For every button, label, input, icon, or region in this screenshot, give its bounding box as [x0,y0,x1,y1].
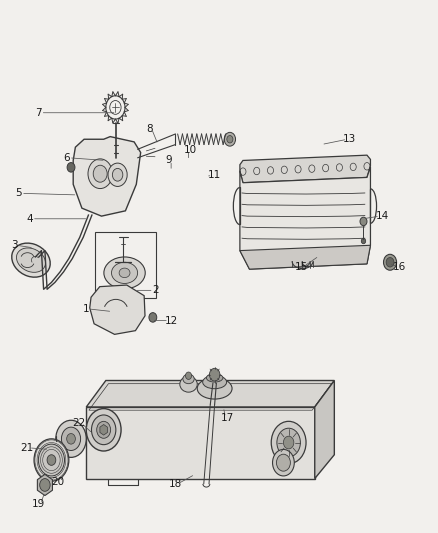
Circle shape [56,420,86,457]
Text: 5: 5 [15,188,22,198]
Text: 12: 12 [165,316,178,326]
Circle shape [67,163,75,172]
Text: 15: 15 [295,262,308,271]
Circle shape [67,433,75,444]
Text: 14: 14 [375,211,389,221]
Text: 9: 9 [166,156,172,165]
Circle shape [224,132,236,146]
Polygon shape [315,381,334,479]
Polygon shape [86,407,315,479]
Circle shape [283,436,294,449]
Text: 10: 10 [184,145,197,155]
Circle shape [361,238,366,244]
Polygon shape [240,245,371,269]
Polygon shape [73,136,141,216]
Text: 19: 19 [32,499,45,509]
Polygon shape [240,155,371,183]
Ellipse shape [119,268,130,278]
Circle shape [40,479,50,491]
Text: 8: 8 [146,124,153,134]
Circle shape [88,159,113,189]
Ellipse shape [197,378,232,399]
Circle shape [209,368,220,381]
Circle shape [277,428,300,457]
Text: 16: 16 [393,262,406,271]
Text: 21: 21 [20,443,33,453]
Circle shape [86,409,121,451]
Circle shape [34,439,69,481]
Polygon shape [240,167,371,269]
Circle shape [92,415,116,445]
Text: 4: 4 [26,214,33,224]
Text: 20: 20 [51,477,64,487]
Circle shape [271,421,306,464]
Circle shape [113,168,123,181]
Ellipse shape [206,374,223,382]
Ellipse shape [12,243,50,277]
Polygon shape [37,474,53,496]
Ellipse shape [17,248,46,272]
Text: 7: 7 [35,108,42,118]
Circle shape [97,421,111,438]
Ellipse shape [112,262,138,284]
Polygon shape [86,381,334,407]
Circle shape [360,217,367,225]
Circle shape [386,257,394,267]
Text: 22: 22 [72,418,85,428]
Text: 2: 2 [152,285,159,295]
Ellipse shape [183,374,194,384]
Circle shape [276,454,290,471]
Text: 6: 6 [64,153,70,163]
Circle shape [272,449,294,476]
Circle shape [61,427,81,450]
Circle shape [93,165,107,182]
Text: 3: 3 [11,240,18,251]
Polygon shape [90,285,145,334]
Circle shape [227,135,233,143]
Circle shape [39,444,64,476]
Ellipse shape [180,376,197,392]
Circle shape [185,372,191,379]
Bar [95,232,156,298]
Circle shape [108,163,127,187]
Text: 11: 11 [208,171,221,180]
Polygon shape [100,424,107,435]
Circle shape [149,313,157,322]
Circle shape [384,254,396,270]
Ellipse shape [203,375,226,389]
Text: 18: 18 [169,479,182,489]
Text: 13: 13 [343,134,356,144]
Text: 17: 17 [221,413,234,423]
Ellipse shape [104,257,145,289]
Text: 1: 1 [83,304,89,314]
Circle shape [47,455,56,465]
